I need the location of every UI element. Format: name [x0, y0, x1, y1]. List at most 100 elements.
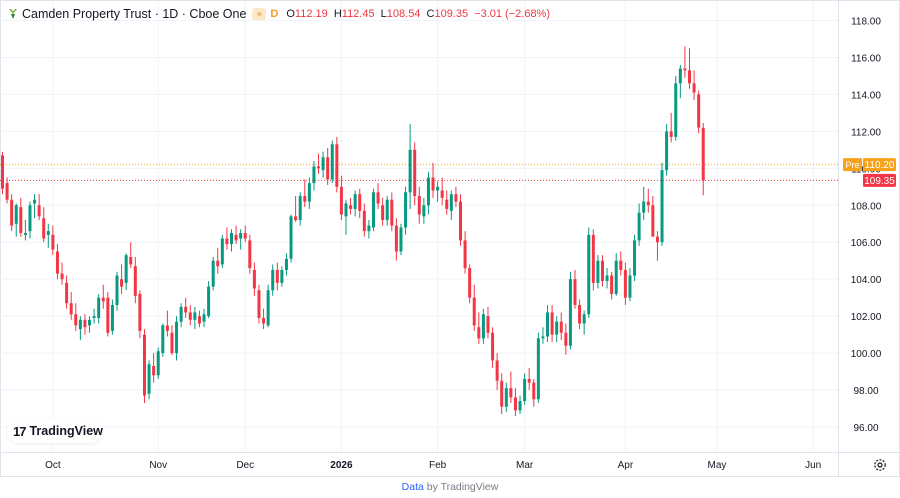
candle-body [408, 149, 412, 193]
candle-body [660, 170, 664, 243]
candle-body [633, 240, 637, 276]
x-tick-label: Nov [149, 460, 167, 471]
candle-body [349, 205, 353, 209]
candle-body [289, 216, 293, 259]
candle-body [284, 258, 288, 270]
candle-body [353, 194, 357, 209]
candle-body [701, 127, 705, 181]
candle-body [51, 234, 55, 250]
candle-body [367, 225, 371, 232]
candle-body [628, 275, 632, 298]
candle-body [683, 68, 687, 71]
candle-body [312, 166, 316, 184]
candle-body [385, 199, 389, 221]
candle-body [55, 251, 59, 274]
candle-body [298, 196, 302, 221]
candle-body [394, 225, 398, 252]
candle-body [445, 199, 449, 209]
candle-body [426, 177, 430, 206]
candle-body [449, 194, 453, 211]
candle-body [532, 382, 536, 400]
candle-body [307, 183, 311, 202]
candle-body [559, 321, 563, 333]
x-axis: OctNovDec2026FebMarAprMayJunJul [0, 452, 900, 471]
candle-body [605, 275, 609, 282]
candle-body [14, 205, 18, 224]
candle-body [74, 314, 78, 326]
candle-body [317, 166, 321, 169]
data-by-text: by TradingView [423, 481, 499, 493]
last-price-tag [863, 173, 896, 187]
candle-body [28, 205, 32, 232]
candle-body [468, 268, 472, 298]
candle-body [78, 319, 82, 330]
x-tick-label: 2026 [330, 460, 353, 471]
candle-body [92, 316, 96, 318]
candle-body [37, 205, 41, 217]
gear-icon[interactable] [873, 458, 887, 472]
candle-body [330, 144, 334, 180]
candle-body [536, 338, 540, 400]
candle-body [500, 380, 504, 407]
y-tick-label: 98.00 [853, 386, 878, 397]
x-tick-label: Jun [805, 460, 821, 471]
candle-body [344, 203, 348, 217]
candle-body [440, 190, 444, 198]
candle-body [472, 297, 476, 326]
candle-body [674, 83, 678, 137]
candle-body [688, 70, 691, 84]
candle-body [147, 364, 151, 394]
candle-body [600, 260, 604, 282]
pre-market-label: Pre [845, 160, 859, 170]
candle-body [422, 205, 426, 217]
candle-body [294, 216, 298, 221]
close-value: 109.35 [434, 8, 469, 20]
candle-body [692, 83, 696, 93]
candle-body [23, 232, 27, 235]
candle-body [262, 317, 266, 324]
x-tick-label: Apr [618, 460, 634, 471]
candle-body [491, 332, 495, 361]
candle-body [129, 257, 133, 265]
candle-body [207, 286, 211, 317]
candle-body [477, 327, 481, 339]
candle-body [578, 305, 582, 324]
price-tags: Pre 110.20 109.35 [843, 158, 896, 187]
candle-body [170, 332, 174, 354]
candle-body [110, 305, 114, 331]
pre-market-label-box [843, 158, 862, 172]
candle-body [42, 218, 46, 239]
candle-body [326, 157, 330, 180]
candle-body [339, 186, 343, 215]
candle-body [486, 316, 490, 333]
y-tick-label: 108.00 [851, 201, 882, 212]
candle-body [358, 194, 362, 211]
candle-body [211, 260, 215, 287]
x-tick-label: Oct [45, 460, 61, 471]
candle-body [10, 199, 14, 226]
candles [1, 46, 705, 416]
candle-body [202, 314, 206, 322]
candle-body [216, 260, 220, 267]
sun-icon: ☀ [252, 8, 267, 20]
candle-body [568, 279, 572, 346]
y-tick-label: 118.00 [851, 17, 881, 28]
data-link[interactable]: Data [401, 481, 424, 493]
candle-body [220, 238, 224, 265]
candle-body [669, 131, 673, 137]
symbol-title[interactable]: Camden Property Trust · 1D · Cboe One [22, 7, 247, 21]
candle-body [655, 236, 659, 243]
candle-body [431, 177, 435, 191]
tradingview-watermark[interactable]: 17 TradingView [7, 419, 103, 443]
tradingview-brand: TradingView [29, 424, 103, 438]
candle-body [399, 227, 403, 252]
y-tick-label: 112.00 [851, 127, 881, 138]
candle-body [509, 388, 513, 398]
y-tick-label: 116.00 [851, 53, 881, 64]
candle-body [239, 232, 243, 239]
y-tick-label: 104.00 [851, 275, 882, 286]
candle-body [133, 266, 137, 296]
candle-body [417, 196, 421, 215]
candle-body [463, 240, 467, 269]
